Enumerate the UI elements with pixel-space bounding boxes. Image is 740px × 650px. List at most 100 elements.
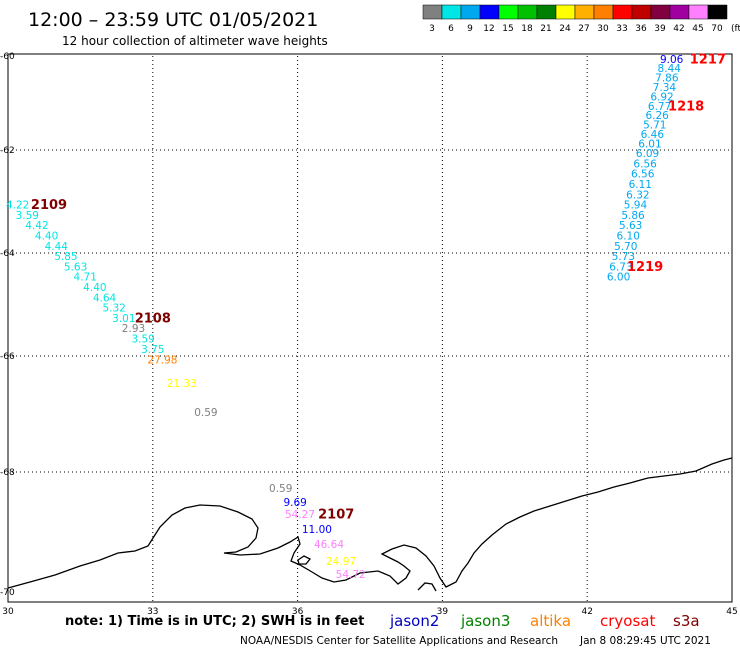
wave-height-value: 2.93 [122,323,145,335]
wave-height-value: 5.86 [621,210,645,222]
wave-height-value: 6.77 [648,101,671,113]
satellite-jason3: jason3 [460,612,510,630]
wave-height-value: 3.59 [131,334,154,346]
wave-height-values: 9.068.447.867.346.926.776.265.716.466.01… [6,54,684,581]
plot-frame [7,53,733,603]
pass-time-label: 1218 [668,99,704,114]
footer-note: note: 1) Time is in UTC; 2) SWH is in fe… [65,614,364,629]
map-subtitle: 12 hour collection of altimeter wave hei… [62,34,328,48]
scale-label: 39 [654,24,666,34]
wave-height-value: 27.98 [147,355,177,367]
scale-swatch [669,4,690,20]
lat-tick-label: -60 [0,52,15,62]
wave-height-value: 4.71 [74,272,97,284]
scale-label: 45 [692,24,703,34]
wave-height-value: 6.09 [636,148,659,160]
wave-height-value: 5.63 [619,220,642,232]
scale-swatch [707,4,728,20]
scale-label: 27 [578,24,589,34]
satellite-s3a: s3a [673,612,700,630]
wave-height-value: 6.00 [607,272,630,284]
scale-label: 42 [673,24,684,34]
scale-label: 18 [521,24,533,34]
wave-height-value: 6.32 [626,189,649,201]
wave-height-value: 6.46 [641,129,665,141]
wave-height-value: 54.27 [285,509,315,521]
wave-height-value: 46.64 [314,539,344,551]
wave-height-value: 4.22 [6,200,29,212]
wave-height-value: 6.01 [638,138,661,150]
lon-tick-label: 45 [726,607,737,617]
scale-label: 3 [429,24,435,34]
wave-height-value: 6.56 [633,158,657,170]
wave-height-value: 0.59 [194,407,217,419]
wave-height-value: 6.11 [629,179,652,191]
wave-height-value: 3.01 [112,313,135,325]
wave-height-value: 4.64 [93,292,117,304]
scale-label: 6 [448,24,454,34]
scale-label: 30 [597,24,609,34]
satellite-altika: altika [530,612,571,630]
scale-label: 12 [483,24,494,34]
credit-line: NOAA/NESDIS Center for Satellite Applica… [240,635,558,647]
scale-swatch [441,4,462,20]
scale-swatch [688,4,709,20]
scale-swatch [650,4,671,20]
lon-tick-label: 30 [2,607,14,617]
wave-height-value: 4.44 [45,241,69,253]
map-title: 12:00 – 23:59 UTC 01/05/2021 [28,9,318,31]
wave-height-value: 6.56 [631,169,655,181]
satellite-cryosat: cryosat [600,612,655,630]
wave-height-value: 7.86 [655,73,679,85]
scale-swatch [555,4,576,20]
coastline-inlet [417,582,437,592]
scale-label: 33 [616,24,627,34]
wave-height-value: 3.59 [16,210,39,222]
lat-tick-label: -66 [0,352,15,362]
lon-tick-label: 39 [437,607,449,617]
lat-tick-label: -64 [0,249,15,259]
pass-time-label: 1219 [627,260,663,275]
scale-swatch [460,4,481,20]
lon-tick-label: 33 [147,607,158,617]
wave-height-value: 5.94 [624,200,648,212]
axis-tick-labels: -60 -62 -64 -66 -68 -70 30 33 36 39 42 45 [0,52,738,617]
wave-height-value: 3.75 [141,344,164,356]
scale-label: 9 [467,24,473,34]
wave-height-value: 5.70 [614,241,637,253]
wave-height-value: 9.69 [283,497,306,509]
wave-height-value: 24.97 [326,556,356,568]
wave-height-value: 5.63 [64,261,87,273]
scale-label: 70 [711,24,723,34]
scale-swatch [574,4,595,20]
satellite-jason2: jason2 [389,612,439,630]
wave-height-value: 9.06 [660,54,684,66]
lat-tick-label: -68 [0,468,15,478]
wave-height-value: 4.42 [25,220,48,232]
lon-tick-label: 42 [581,607,592,617]
scale-swatch [517,4,538,20]
scale-swatch [422,4,443,20]
pass-time-label: 2107 [318,508,354,523]
lon-tick-label: 36 [292,607,304,617]
scale-swatch [612,4,633,20]
lat-tick-label: -70 [0,588,15,598]
pass-time-label: 1217 [690,52,726,67]
pass-time-labels: 1217 1218 1219 2109 2108 2107 [31,52,726,522]
wave-height-value: 5.71 [643,120,666,132]
wave-height-value: 6.73 [609,261,632,273]
lat-lon-grid [8,56,732,602]
antarctic-coastline [7,457,733,589]
scale-label: 15 [502,24,513,34]
scale-swatch [536,4,557,20]
scale-label: (ft) [731,24,740,34]
wave-height-value: 54.72 [336,569,366,581]
wave-height-value: 0.59 [269,483,292,495]
wave-height-value: 5.73 [612,251,635,263]
scale-label: 24 [559,24,571,34]
wave-height-value: 7.34 [653,82,677,94]
scale-label: 36 [635,24,647,34]
scale-swatch [498,4,519,20]
wave-height-value: 4.40 [83,282,106,294]
